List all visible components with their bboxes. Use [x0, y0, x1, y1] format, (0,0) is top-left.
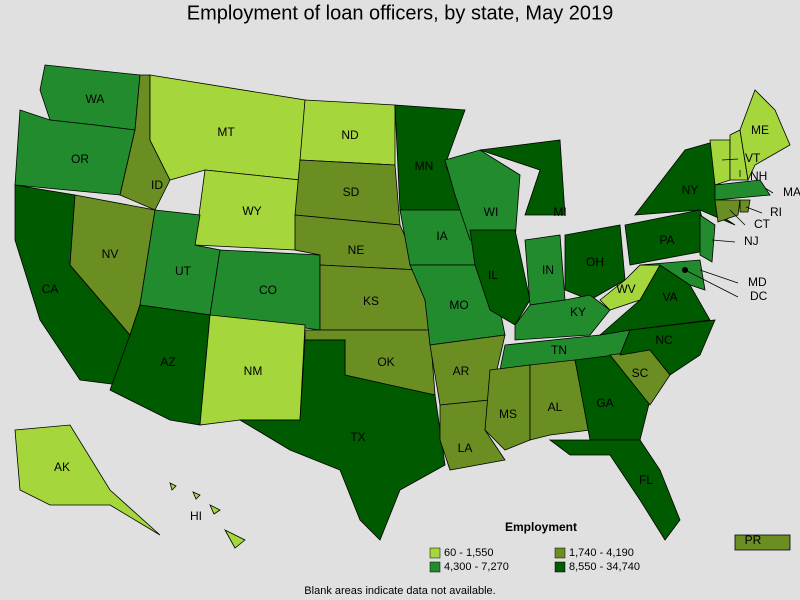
- state-label: MO: [449, 298, 468, 312]
- state-shape: [739, 199, 751, 213]
- state-shape: [514, 294, 611, 341]
- state-label: DC: [750, 289, 768, 303]
- state-shape: [529, 359, 591, 441]
- state-label: ND: [341, 128, 359, 142]
- state-shape: [484, 364, 531, 451]
- island-shape: [192, 491, 201, 500]
- state-label: KS: [363, 294, 379, 308]
- state-label: AZ: [160, 355, 175, 369]
- map-title: Employment of loan officers, by state, M…: [187, 2, 614, 24]
- legend-swatch: [429, 561, 441, 573]
- state-label: FL: [639, 473, 653, 487]
- state-label: WA: [86, 92, 105, 106]
- legend: 60 - 1,550 1,740 - 4,190 4,300 - 7,270 8,55…: [429, 547, 640, 573]
- leader-line: [699, 269, 739, 284]
- state-label: VT: [745, 151, 761, 165]
- legend-swatch: [554, 547, 566, 559]
- state-shape: [699, 214, 716, 263]
- leader-line: [721, 158, 739, 161]
- state-label: IA: [436, 229, 447, 243]
- labels: WA OR CA NV ID MT WY UT CO AZ NM ND SD NE KS OK TX MN IA MO…: [42, 92, 800, 547]
- legend-label: 8,550 - 34,740: [569, 561, 640, 573]
- state-label: LA: [458, 441, 473, 455]
- state-label: IL: [488, 268, 498, 282]
- state-label: SD: [343, 185, 360, 199]
- state-shape: [734, 534, 791, 551]
- state-label: OH: [586, 255, 604, 269]
- state-shape: [739, 89, 791, 182]
- state-label: WY: [242, 204, 261, 218]
- state-label: WV: [616, 282, 635, 296]
- state-shape: [639, 259, 706, 291]
- state-shape: [238, 339, 446, 541]
- state-label: MT: [217, 125, 235, 139]
- state-label: VA: [662, 290, 677, 304]
- legend-label: 60 - 1,550: [444, 547, 494, 559]
- state-label: AL: [548, 400, 563, 414]
- leader-line: [684, 269, 739, 298]
- state-label: CO: [259, 283, 277, 297]
- states: [14, 64, 791, 551]
- state-label: NC: [655, 333, 673, 347]
- state-label: CT: [754, 217, 771, 231]
- state-shape: [548, 439, 681, 541]
- state-label: RI: [770, 205, 782, 219]
- state-label: CA: [42, 282, 59, 296]
- legend-title: Employment: [505, 520, 577, 534]
- state-label: MS: [499, 407, 517, 421]
- state-label: MI: [553, 205, 566, 219]
- state-shape: [714, 179, 771, 201]
- state-label: MN: [415, 159, 434, 173]
- state-shape: [224, 529, 246, 549]
- state-label: TX: [350, 430, 365, 444]
- legend-swatch: [429, 547, 441, 559]
- state-label: GA: [596, 396, 613, 410]
- state-label: HI: [190, 509, 202, 523]
- state-label: KY: [570, 305, 586, 319]
- leader-line: [711, 239, 736, 243]
- state-label: NJ: [744, 234, 759, 248]
- state-label: MA: [783, 185, 800, 199]
- state-label: MD: [748, 275, 767, 289]
- state-shape: [564, 224, 626, 301]
- state-label: ID: [151, 178, 163, 192]
- state-label: WI: [484, 205, 499, 219]
- state-label: OK: [377, 355, 394, 369]
- state-shape: [714, 199, 741, 223]
- state-label: OR: [71, 152, 89, 166]
- state-label: PA: [659, 233, 674, 247]
- state-label: AR: [453, 364, 470, 378]
- state-label: NH: [750, 169, 767, 183]
- island-shape: [169, 482, 177, 491]
- state-label: TN: [551, 343, 567, 357]
- leader-line: [729, 209, 746, 226]
- footnote: Blank areas indicate data not available.: [304, 585, 495, 597]
- state-label: SC: [632, 366, 649, 380]
- state-shape: [479, 139, 566, 216]
- state-label: IN: [542, 263, 554, 277]
- state-label: NV: [102, 247, 119, 261]
- state-shape: [14, 424, 161, 536]
- state-label: NM: [244, 364, 263, 378]
- state-label: NY: [682, 183, 699, 197]
- legend-swatch: [554, 561, 566, 573]
- state-label: AK: [54, 460, 70, 474]
- state-label: NE: [348, 243, 365, 257]
- leader-line: [764, 187, 774, 194]
- state-label: PR: [745, 533, 762, 547]
- island-shape: [209, 504, 221, 515]
- state-label: UT: [175, 264, 192, 278]
- legend-label: 1,740 - 4,190: [569, 547, 634, 559]
- state-label: ME: [751, 123, 769, 137]
- legend-label: 4,300 - 7,270: [444, 561, 509, 573]
- leader-line: [745, 206, 763, 214]
